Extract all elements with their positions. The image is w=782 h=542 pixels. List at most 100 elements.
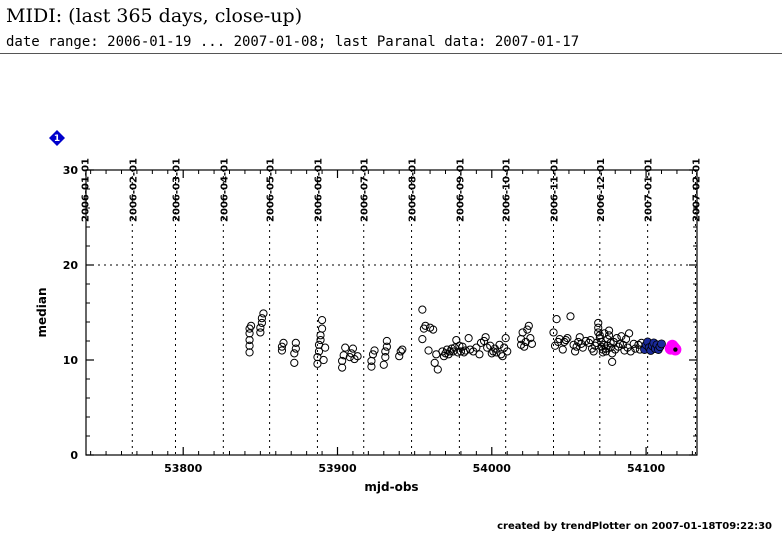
data-point (291, 338, 300, 347)
data-point (418, 335, 427, 344)
data-point (563, 334, 572, 343)
data-point (345, 353, 354, 362)
month-label: 2006-10-01 (502, 158, 513, 222)
month-label: 2006-02-01 (128, 158, 139, 222)
data-point (572, 342, 581, 351)
data-point (317, 324, 327, 333)
data-point (429, 325, 438, 334)
x-axis-label: mjd-obs (364, 480, 418, 494)
data-point (464, 334, 473, 343)
data-point (290, 358, 299, 367)
data-point (382, 336, 391, 346)
data-point (277, 346, 287, 355)
x-tick-label: 53900 (318, 462, 357, 475)
data-point (604, 326, 614, 335)
data-point (379, 360, 388, 369)
axis-ticks: 53800 53900 54000 54100 0 10 20 30 (63, 164, 697, 475)
y-tick-label: 10 (63, 354, 79, 367)
y-tick-label: 20 (63, 259, 79, 272)
data-point (246, 321, 256, 330)
data-point (498, 352, 507, 361)
data-point (594, 323, 603, 332)
data-point (608, 357, 617, 366)
y-axis-label: median (35, 288, 49, 338)
month-label: 2006-08-01 (408, 158, 419, 222)
data-point (257, 318, 266, 328)
data-point (555, 335, 564, 344)
data-point (381, 353, 390, 362)
data-point (348, 344, 358, 353)
data-point (424, 346, 433, 355)
data-point (370, 346, 379, 355)
data-point (626, 347, 635, 356)
data-point (245, 341, 254, 350)
data-point (339, 351, 348, 360)
data-point (594, 318, 603, 328)
data-point (595, 334, 604, 343)
data-point (433, 365, 442, 374)
data-point (245, 329, 254, 338)
footer-credit: created by trendPlotter on 2007-01-18T09… (497, 521, 772, 532)
data-point (338, 363, 347, 372)
month-label: 2006-11-01 (550, 158, 561, 222)
data-point (313, 359, 322, 368)
x-tick-label: 54000 (473, 462, 512, 475)
month-date-labels: 2006-01-01 2006-02-01 2006-03-01 2006-04-01… (80, 158, 702, 222)
data-point (381, 347, 390, 356)
data-point (461, 346, 470, 355)
data-point (625, 329, 634, 338)
month-label: 2007-01-01 (644, 158, 655, 222)
data-point (449, 347, 458, 356)
data-point (259, 309, 268, 318)
data-point (395, 352, 404, 361)
y-tick-label: 0 (70, 449, 78, 462)
month-label: 2006-06-01 (313, 158, 324, 222)
data-point (421, 321, 430, 330)
data-point (398, 345, 407, 354)
data-point (321, 343, 330, 352)
data-point-recent (657, 339, 666, 349)
diamond-icon[interactable] (49, 130, 65, 146)
data-point (319, 355, 328, 365)
data-point (475, 350, 484, 359)
data-point (382, 342, 391, 351)
data-point (617, 332, 626, 341)
data-point (552, 315, 561, 324)
month-label: 2006-12-01 (596, 158, 607, 222)
data-point (245, 348, 254, 357)
month-label: 2006-05-01 (266, 158, 277, 222)
data-point (256, 328, 265, 337)
data-point (503, 347, 512, 356)
data-point (526, 334, 535, 343)
y-tick-label: 30 (63, 164, 79, 177)
data-point (316, 335, 325, 345)
data-point (518, 328, 527, 337)
data-point (430, 358, 439, 367)
data-point (571, 347, 580, 356)
data-point (629, 339, 638, 348)
data-point (367, 362, 376, 371)
marker-label: 1 (54, 134, 60, 144)
info-marker[interactable]: 1 (49, 130, 65, 146)
data-point (279, 338, 288, 347)
data-point (520, 342, 529, 351)
data-point (492, 348, 501, 357)
data-point (353, 352, 362, 361)
data-point (558, 345, 567, 354)
data-point (396, 347, 405, 356)
month-label: 2006-09-01 (455, 158, 466, 222)
data-point (523, 325, 532, 334)
data-point (257, 314, 266, 323)
data-point (368, 350, 378, 359)
data-point (549, 328, 558, 337)
month-label: 2006-04-01 (219, 158, 230, 222)
page-title: MIDI: (last 365 days, close-up) (6, 5, 303, 27)
data-point (501, 334, 510, 343)
data-point (577, 339, 586, 348)
date-range-subtitle: date range: 2006-01-19 ... 2007-01-08; l… (6, 34, 580, 50)
month-label: 2006-07-01 (360, 158, 371, 222)
x-tick-label: 54100 (627, 462, 666, 475)
data-point (561, 335, 570, 345)
data-point (472, 343, 481, 352)
data-point (338, 356, 347, 366)
